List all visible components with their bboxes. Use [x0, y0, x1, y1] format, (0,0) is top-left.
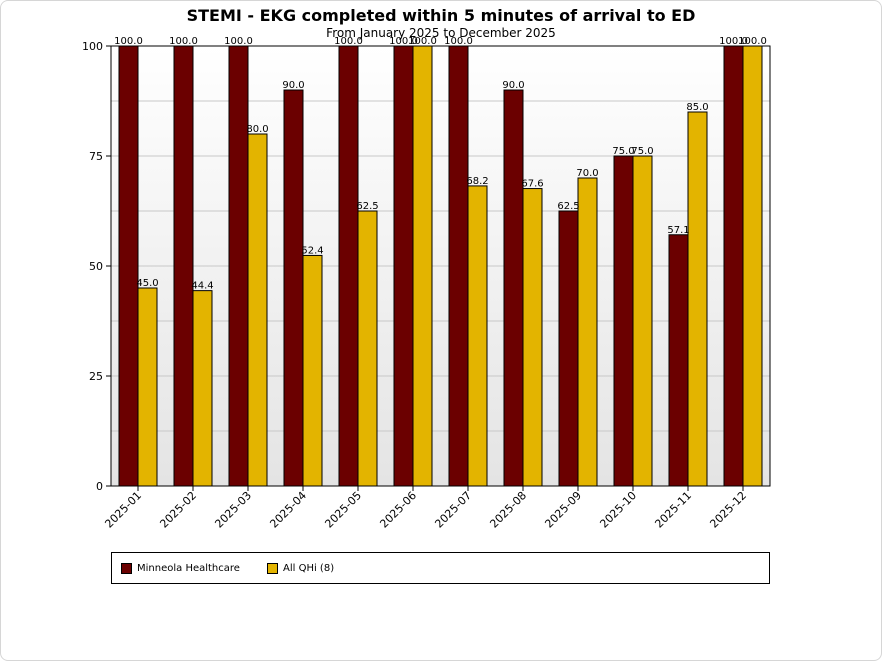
x-tick-label: 2025-06	[377, 489, 419, 531]
data-label: 67.6	[521, 179, 543, 190]
legend-swatch-all-qhi	[267, 562, 278, 574]
data-label: 100.0	[389, 36, 418, 47]
bar	[302, 254, 323, 487]
data-label: 45.0	[136, 278, 158, 289]
data-label: 75.0	[612, 146, 634, 157]
bar	[522, 188, 543, 487]
x-tick-label: 2025-01	[102, 489, 144, 531]
legend-item-all-qhi: All QHi (8)	[267, 561, 334, 575]
data-label: 75.0	[631, 146, 653, 157]
data-label: 52.4	[301, 245, 323, 256]
bar	[192, 290, 213, 487]
x-tick-label: 2025-02	[157, 489, 199, 531]
bar	[668, 234, 689, 487]
data-label: 62.5	[356, 201, 378, 212]
data-label: 100.0	[719, 36, 748, 47]
bar	[723, 45, 744, 487]
bar	[467, 185, 488, 487]
bar	[558, 210, 579, 487]
x-tick-label: 2025-08	[487, 489, 529, 531]
y-tick-label: 25	[89, 370, 103, 383]
bar	[503, 89, 524, 487]
data-label: 100.0	[334, 36, 363, 47]
data-label: 62.5	[557, 201, 579, 212]
bar	[742, 45, 763, 487]
x-tick-label: 2025-11	[652, 489, 694, 531]
legend: Minneola Healthcare All QHi (8)	[111, 552, 770, 584]
bar	[393, 45, 414, 487]
bar	[137, 287, 158, 487]
data-label: 100.0	[738, 36, 767, 47]
data-label: 100.0	[408, 36, 437, 47]
legend-label-all-qhi: All QHi (8)	[283, 562, 335, 574]
data-label: 100.0	[114, 36, 143, 47]
data-label: 80.0	[246, 124, 268, 135]
y-tick-label: 0	[96, 480, 103, 493]
legend-swatch-minneola	[121, 562, 132, 574]
data-label: 90.0	[502, 80, 524, 91]
bar	[228, 45, 249, 487]
y-tick-label: 50	[89, 260, 103, 273]
bar	[283, 89, 304, 487]
chart-subtitle: From January 2025 to December 2025	[326, 26, 556, 40]
bar	[247, 133, 268, 487]
data-label: 57.1	[667, 225, 689, 236]
data-label: 100.0	[224, 36, 253, 47]
data-label: 90.0	[282, 80, 304, 91]
y-tick-label: 75	[89, 150, 103, 163]
x-tick-label: 2025-09	[542, 489, 584, 531]
data-label: 85.0	[686, 102, 708, 113]
y-tick-label: 100	[82, 40, 103, 53]
bar	[173, 45, 194, 487]
bar	[357, 210, 378, 487]
data-label: 44.4	[191, 281, 213, 292]
data-label: 70.0	[576, 168, 598, 179]
bar	[118, 45, 139, 487]
bar	[632, 155, 653, 487]
bar	[613, 155, 634, 487]
x-tick-label: 2025-10	[597, 489, 639, 531]
chart-title: STEMI - EKG completed within 5 minutes o…	[187, 6, 696, 25]
bar	[448, 45, 469, 487]
bar	[412, 45, 433, 487]
legend-label-minneola: Minneola Healthcare	[137, 562, 240, 574]
x-tick-label: 2025-05	[322, 489, 364, 531]
x-tick-label: 2025-12	[707, 489, 749, 531]
bar	[338, 45, 359, 487]
data-label: 100.0	[444, 36, 473, 47]
x-tick-label: 2025-03	[212, 489, 254, 531]
x-tick-label: 2025-04	[267, 489, 309, 531]
data-label: 100.0	[169, 36, 198, 47]
data-label: 68.2	[466, 176, 488, 187]
bar	[577, 177, 598, 487]
bar	[687, 111, 708, 487]
legend-item-minneola: Minneola Healthcare	[121, 561, 240, 575]
x-tick-label: 2025-07	[432, 489, 474, 531]
